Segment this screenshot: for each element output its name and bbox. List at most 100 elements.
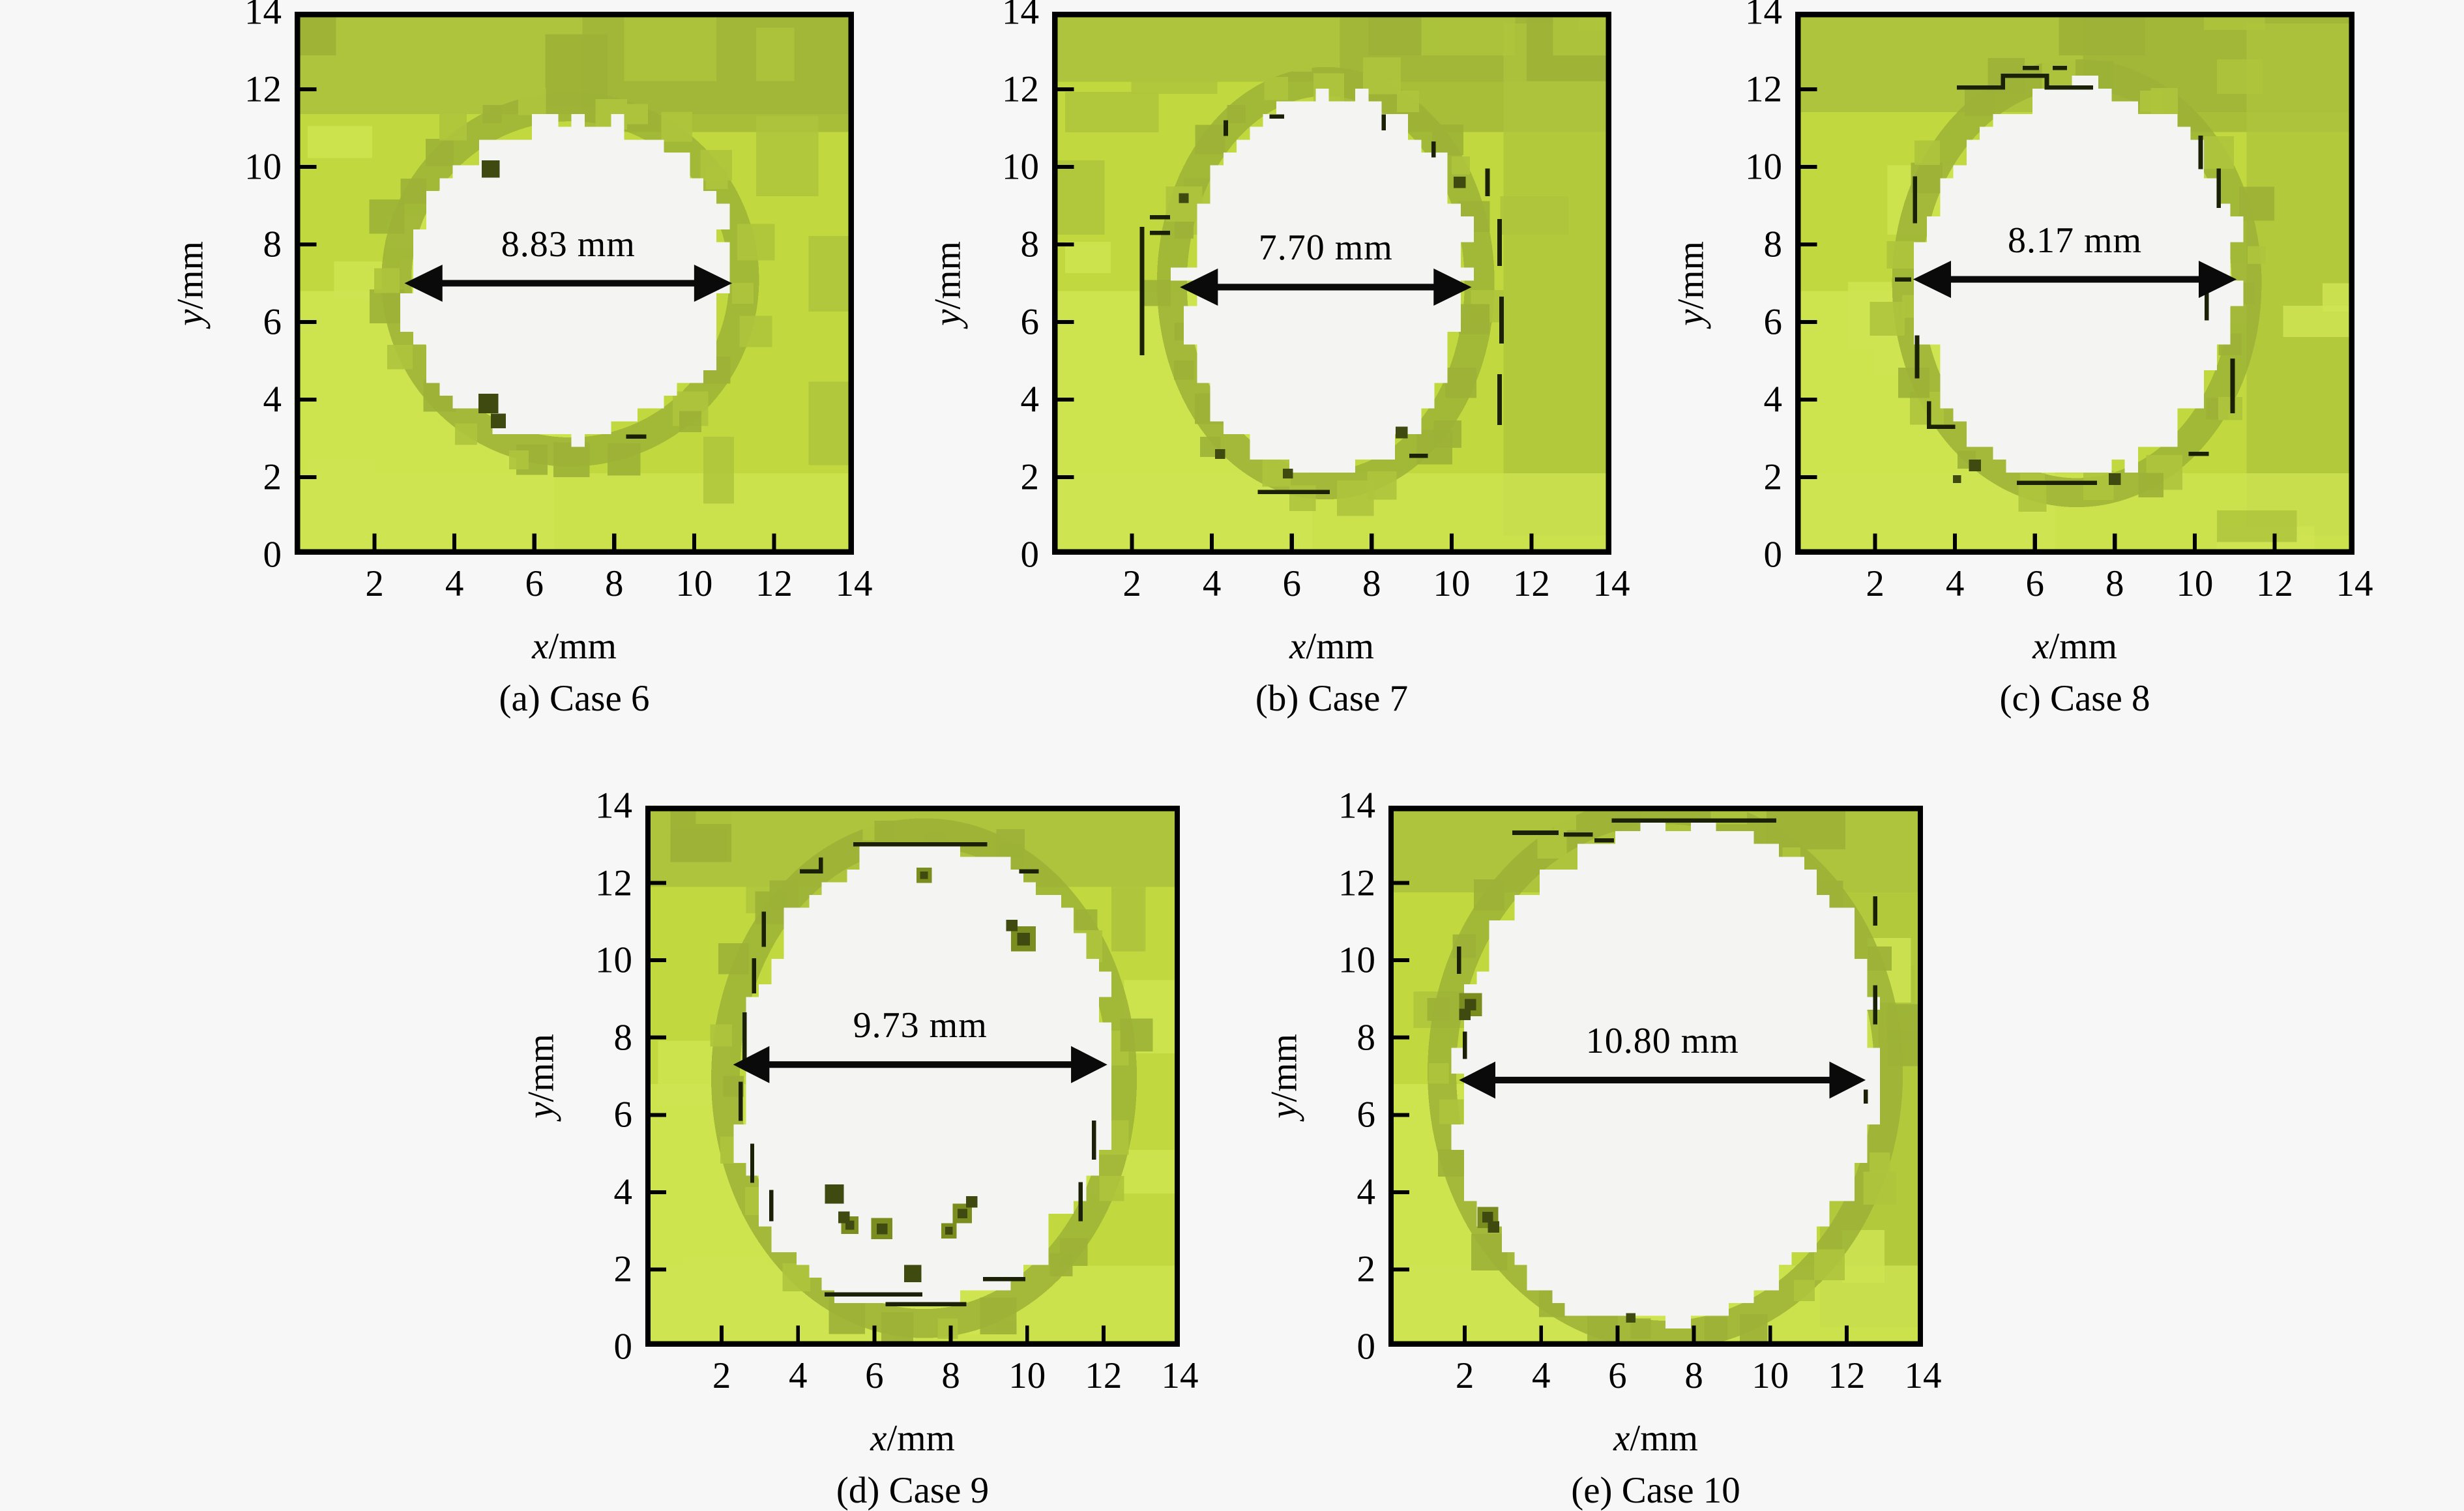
heatmap-image — [645, 806, 1180, 1347]
y-tick-label: 2 — [1357, 1248, 1376, 1290]
x-tick-label: 6 — [1608, 1355, 1627, 1396]
y-axis-tick-labels: 0 2 4 6 8 10 12 14 — [1289, 787, 1376, 1366]
x-tick-label: 12 — [1512, 563, 1550, 604]
y-tick-label: 4 — [1763, 379, 1783, 420]
x-tick-label: 4 — [1202, 563, 1222, 604]
x-axis-label-symbol: x — [1613, 1418, 1630, 1459]
y-tick-label: 12 — [595, 862, 632, 904]
y-axis-tick-labels: 0 2 4 6 8 10 12 14 — [1696, 0, 1783, 574]
measurement-label: 10.80 mm — [1585, 1020, 1739, 1061]
x-tick-label: 14 — [2336, 563, 2373, 604]
x-tick-label: 8 — [2105, 563, 2124, 604]
x-axis-label-unit: /mm — [1630, 1418, 1698, 1459]
subplot-caption: (a) Case 6 — [499, 678, 650, 719]
y-tick-label: 2 — [263, 456, 282, 498]
x-tick-label: 6 — [525, 563, 544, 604]
y-tick-label: 14 — [244, 0, 282, 33]
x-axis-label-symbol: x — [1289, 626, 1306, 667]
y-tick-label: 4 — [263, 379, 282, 420]
x-tick-label: 14 — [1904, 1355, 1942, 1396]
x-tick-label: 12 — [2255, 563, 2293, 604]
y-tick-label: 8 — [1020, 224, 1040, 265]
y-tick-label: 4 — [1020, 379, 1040, 420]
x-tick-label: 4 — [445, 563, 464, 604]
x-tick-label: 6 — [1282, 563, 1301, 604]
y-tick-label: 14 — [1338, 785, 1375, 827]
y-tick-label: 4 — [1357, 1171, 1376, 1213]
x-tick-label: 2 — [712, 1355, 731, 1396]
x-axis-label: x/mm — [1289, 628, 1374, 665]
subplot-caption: (c) Case 8 — [1999, 678, 2150, 719]
y-tick-label: 10 — [1745, 146, 1782, 188]
y-tick-label: 8 — [263, 224, 282, 265]
x-tick-label: 2 — [1455, 1355, 1474, 1396]
y-tick-label: 8 — [613, 1017, 633, 1059]
y-axis-tick-labels: 0 2 4 6 8 10 12 14 — [196, 0, 282, 574]
y-tick-label: 6 — [1357, 1094, 1376, 1136]
y-tick-label: 0 — [263, 534, 282, 576]
y-tick-label: 12 — [1745, 68, 1782, 110]
heatmap-plot: 7.70 mm — [1052, 12, 1611, 555]
y-tick-label: 6 — [1763, 301, 1783, 343]
subplot-case8: y/mm 0 2 4 6 8 10 12 14 8.17 mm 2 4 6 8 10 12 14 x/mm… — [1671, 0, 2373, 717]
x-axis-label: x/mm — [870, 1420, 955, 1457]
y-tick-label: 10 — [595, 939, 632, 981]
subplot-caption: (e) Case 10 — [1571, 1470, 1740, 1511]
y-tick-label: 6 — [1020, 301, 1040, 343]
y-tick-label: 12 — [244, 68, 282, 110]
measurement-label: 8.83 mm — [501, 224, 636, 265]
y-tick-label: 2 — [1020, 456, 1040, 498]
x-axis-label: x/mm — [532, 628, 617, 665]
x-tick-label: 2 — [1866, 563, 1885, 604]
subplot-case10: y/mm 0 2 4 6 8 10 12 14 10.80 mm 2 4 6 8 10 12 14 x/m… — [1264, 787, 1942, 1510]
y-tick-label: 14 — [1002, 0, 1039, 33]
y-tick-label: 2 — [613, 1248, 633, 1290]
x-tick-label: 12 — [755, 563, 793, 604]
heatmap-plot: 9.73 mm — [645, 806, 1180, 1347]
measurement-label: 8.17 mm — [2007, 220, 2143, 261]
x-axis-label-unit: /mm — [1306, 626, 1374, 667]
y-tick-label: 10 — [244, 146, 282, 188]
subplot-case7: y/mm 0 2 4 6 8 10 12 14 7.70 mm 2 4 6 8 10 12 14 x/mm… — [928, 0, 1630, 717]
x-axis-label: x/mm — [1613, 1420, 1698, 1457]
subplot-caption: (d) Case 9 — [836, 1470, 990, 1511]
x-tick-label: 4 — [1532, 1355, 1551, 1396]
x-tick-label: 6 — [865, 1355, 884, 1396]
y-tick-label: 10 — [1338, 939, 1375, 981]
measurement-label: 7.70 mm — [1258, 227, 1393, 269]
y-tick-label: 6 — [613, 1094, 633, 1136]
x-tick-label: 6 — [2025, 563, 2044, 604]
x-tick-label: 14 — [1592, 563, 1630, 604]
x-tick-label: 8 — [1362, 563, 1381, 604]
x-tick-label: 12 — [1828, 1355, 1866, 1396]
y-axis-tick-labels: 0 2 4 6 8 10 12 14 — [953, 0, 1040, 574]
x-tick-label: 8 — [941, 1355, 960, 1396]
x-axis-label-unit: /mm — [887, 1418, 955, 1459]
y-tick-label: 4 — [613, 1171, 633, 1213]
y-tick-label: 0 — [1357, 1326, 1376, 1368]
heatmap-image — [295, 12, 854, 555]
x-tick-label: 14 — [835, 563, 873, 604]
y-tick-label: 14 — [1745, 0, 1782, 33]
heatmap-plot: 8.83 mm — [295, 12, 854, 555]
x-tick-label: 10 — [1433, 563, 1471, 604]
heatmap-plot: 8.17 mm — [1795, 12, 2354, 555]
x-tick-label: 10 — [675, 563, 713, 604]
subplot-case6: y/mm 0 2 4 6 8 10 12 14 8.83 mm 2 4 6 8 10 12 14 x/mm… — [170, 0, 873, 717]
x-tick-label: 14 — [1161, 1355, 1199, 1396]
x-axis-label-symbol: x — [870, 1418, 887, 1459]
x-axis-label-unit: /mm — [2049, 626, 2117, 667]
y-tick-label: 12 — [1002, 68, 1039, 110]
x-tick-label: 10 — [1008, 1355, 1046, 1396]
y-tick-label: 0 — [1020, 534, 1040, 576]
x-axis-label-unit: /mm — [548, 626, 617, 667]
x-tick-label: 8 — [1684, 1355, 1703, 1396]
x-axis-label: x/mm — [2032, 628, 2117, 665]
heatmap-plot: 10.80 mm — [1388, 806, 1923, 1347]
y-tick-label: 10 — [1002, 146, 1039, 188]
measurement-label: 9.73 mm — [853, 1005, 988, 1046]
x-tick-label: 12 — [1085, 1355, 1122, 1396]
x-tick-label: 4 — [1945, 563, 1965, 604]
heatmap-image — [1388, 806, 1923, 1347]
